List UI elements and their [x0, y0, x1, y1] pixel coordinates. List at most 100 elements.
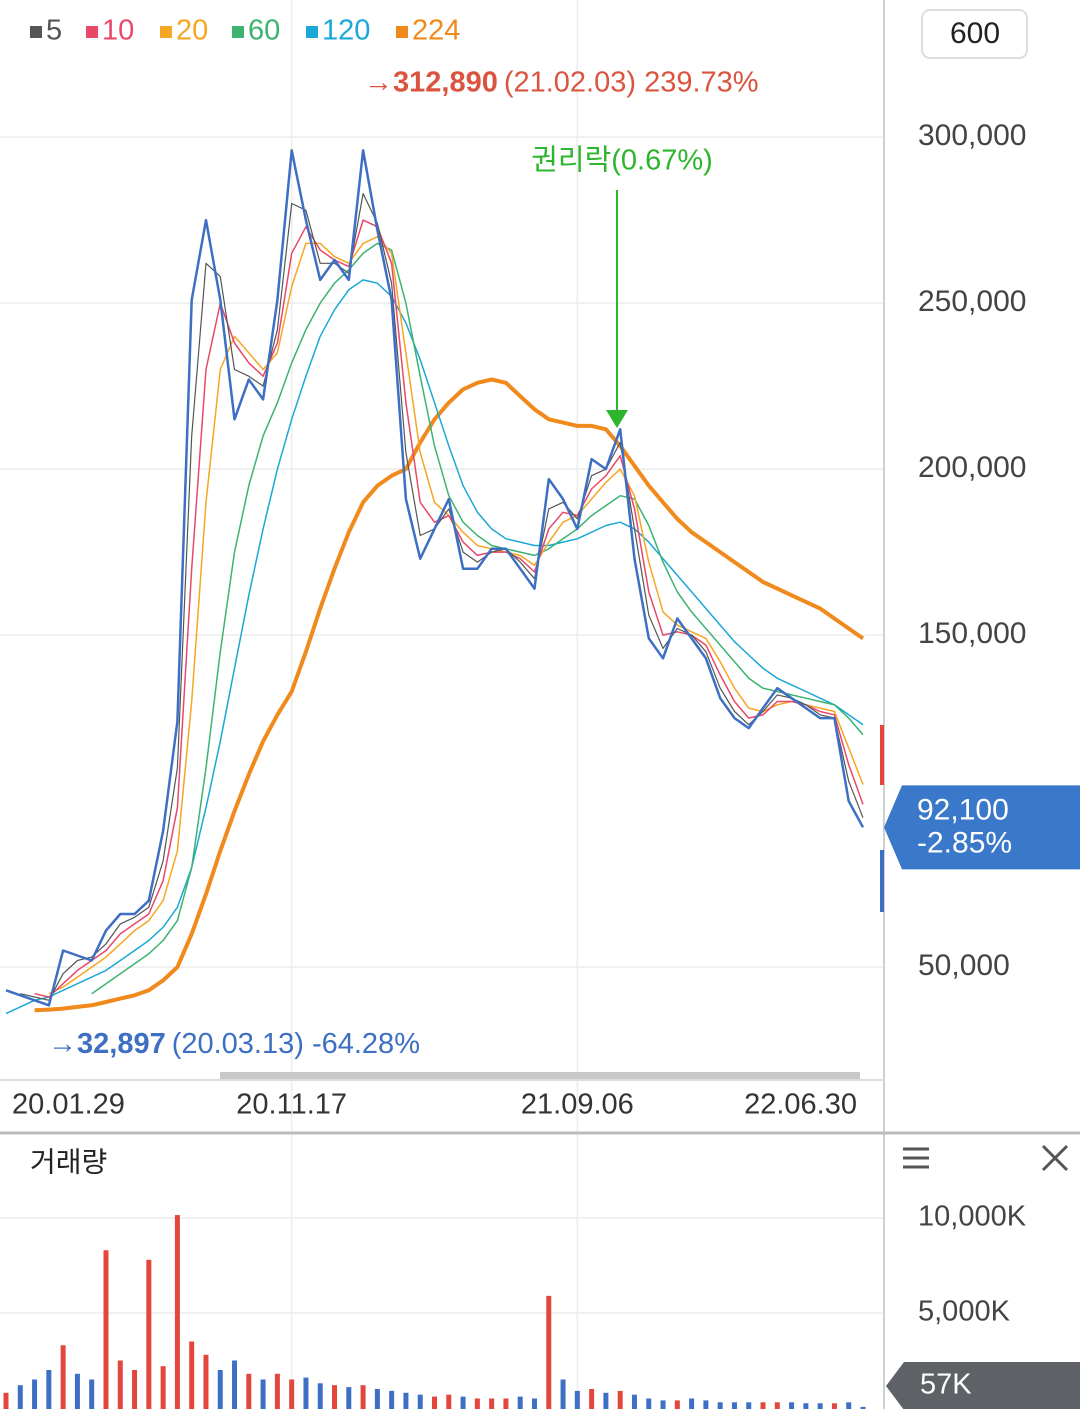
volume-bar: [589, 1388, 595, 1409]
price-range-bar-down: [880, 850, 884, 912]
volume-bar: [846, 1402, 852, 1409]
x-tick-label: 20.01.29: [12, 1089, 125, 1121]
volume-bar: [389, 1390, 395, 1409]
legend-label: 60: [248, 15, 280, 47]
volume-bar: [17, 1385, 23, 1409]
y-tick-label: 5,000K: [918, 1296, 1011, 1328]
legend-swatch: [30, 26, 42, 38]
high-marker: →: [364, 66, 393, 98]
volume-bar: [531, 1398, 537, 1409]
low-detail: (20.03.13) -64.28%: [172, 1028, 420, 1060]
ma-line: [91, 242, 864, 995]
volume-bar: [689, 1398, 695, 1409]
volume-bar: [360, 1385, 366, 1409]
volume-bar: [132, 1369, 138, 1409]
volume-bar: [574, 1390, 580, 1409]
legend-swatch: [396, 26, 408, 38]
price-line: [5, 149, 865, 1007]
volume-bar: [831, 1403, 837, 1409]
volume-bar: [74, 1373, 80, 1409]
volume-bar: [146, 1259, 152, 1409]
low-annotation: →32,897 (20.03.13) -64.28%: [48, 1028, 420, 1060]
legend-label: 120: [322, 15, 370, 47]
volume-bar: [646, 1398, 652, 1409]
period-button-label[interactable]: 600: [950, 17, 1000, 50]
volume-bar: [717, 1402, 723, 1409]
high-detail: (21.02.03) 239.73%: [504, 66, 759, 98]
ma-line: [34, 219, 864, 998]
volume-bar: [60, 1345, 66, 1409]
last-price-change: -2.85%: [917, 826, 1012, 859]
volume-bar: [703, 1400, 709, 1409]
volume-bar: [117, 1360, 123, 1409]
volume-title: 거래량: [30, 1146, 107, 1177]
menu-icon[interactable]: [903, 1147, 929, 1169]
ma-line: [34, 377, 865, 1013]
legend-swatch: [160, 26, 172, 38]
ma-line: [48, 235, 864, 995]
legend-label: 20: [176, 15, 208, 47]
event-arrowhead: [606, 410, 628, 428]
volume-bar: [174, 1215, 180, 1409]
y-tick-label: 200,000: [918, 451, 1026, 484]
price-range-bar-up: [880, 725, 884, 785]
volume-bar: [746, 1402, 752, 1409]
plot-layer: 50,000 150,000 200,000 250,000 300,000 20.01.…: [3, 15, 1080, 1409]
y-tick-label: 300,000: [918, 119, 1026, 152]
volume-bar: [417, 1394, 423, 1409]
volume-bar: [274, 1373, 280, 1409]
grid-layer: [0, 0, 884, 1409]
last-price-label: 92,100: [917, 793, 1009, 826]
close-icon[interactable]: [1041, 1144, 1069, 1172]
event-label: 권리락(0.67%): [531, 145, 713, 177]
volume-bar: [774, 1402, 780, 1409]
high-annotation: →312,890 (21.02.03) 239.73%: [364, 66, 759, 98]
volume-bar: [760, 1402, 766, 1409]
volume-bar: [860, 1406, 866, 1409]
last-volume-tag: [886, 1362, 1080, 1409]
volume-bar: [103, 1250, 109, 1409]
volume-bar: [503, 1398, 509, 1409]
volume-bar: [46, 1369, 52, 1409]
legend-swatch: [86, 26, 98, 38]
volume-bar: [631, 1394, 637, 1409]
low-value: 32,897: [77, 1028, 166, 1060]
y-tick-label: 250,000: [918, 285, 1026, 318]
volume-bar: [189, 1341, 195, 1409]
volume-bar: [160, 1366, 166, 1409]
legend-swatch: [232, 26, 244, 38]
volume-bar: [546, 1295, 552, 1409]
volume-bar: [246, 1373, 252, 1409]
volume-bar: [289, 1379, 295, 1409]
volume-bar: [660, 1400, 666, 1409]
volume-bar: [617, 1390, 623, 1409]
ma-line: [20, 193, 864, 1001]
volume-bar: [474, 1398, 480, 1409]
y-tick-label: 10,000K: [918, 1201, 1027, 1233]
volume-bar: [346, 1387, 352, 1409]
volume-bar: [789, 1402, 795, 1409]
volume-bar: [332, 1385, 338, 1409]
volume-bar: [432, 1396, 437, 1409]
legend-label: 10: [102, 15, 134, 47]
y-tick-label: 50,000: [918, 949, 1010, 982]
last-volume-label: 57K: [920, 1369, 972, 1401]
volume-bar: [403, 1392, 409, 1409]
scrollbar[interactable]: [220, 1072, 860, 1079]
low-marker: →: [48, 1028, 77, 1060]
volume-bar: [317, 1383, 323, 1409]
volume-bar: [603, 1392, 609, 1409]
period-button[interactable]: [921, 9, 1028, 59]
volume-bar: [232, 1360, 238, 1409]
volume-bar: [803, 1403, 809, 1409]
x-tick-label: 22.06.30: [744, 1089, 857, 1121]
volume-bar: [260, 1379, 266, 1409]
volume-bar: [489, 1398, 495, 1409]
legend-swatch: [306, 26, 318, 38]
volume-bar: [731, 1402, 737, 1409]
ma-line: [5, 279, 864, 1015]
high-value: 312,890: [393, 66, 498, 98]
last-price-tag: [884, 785, 1080, 870]
volume-bar: [517, 1396, 523, 1409]
